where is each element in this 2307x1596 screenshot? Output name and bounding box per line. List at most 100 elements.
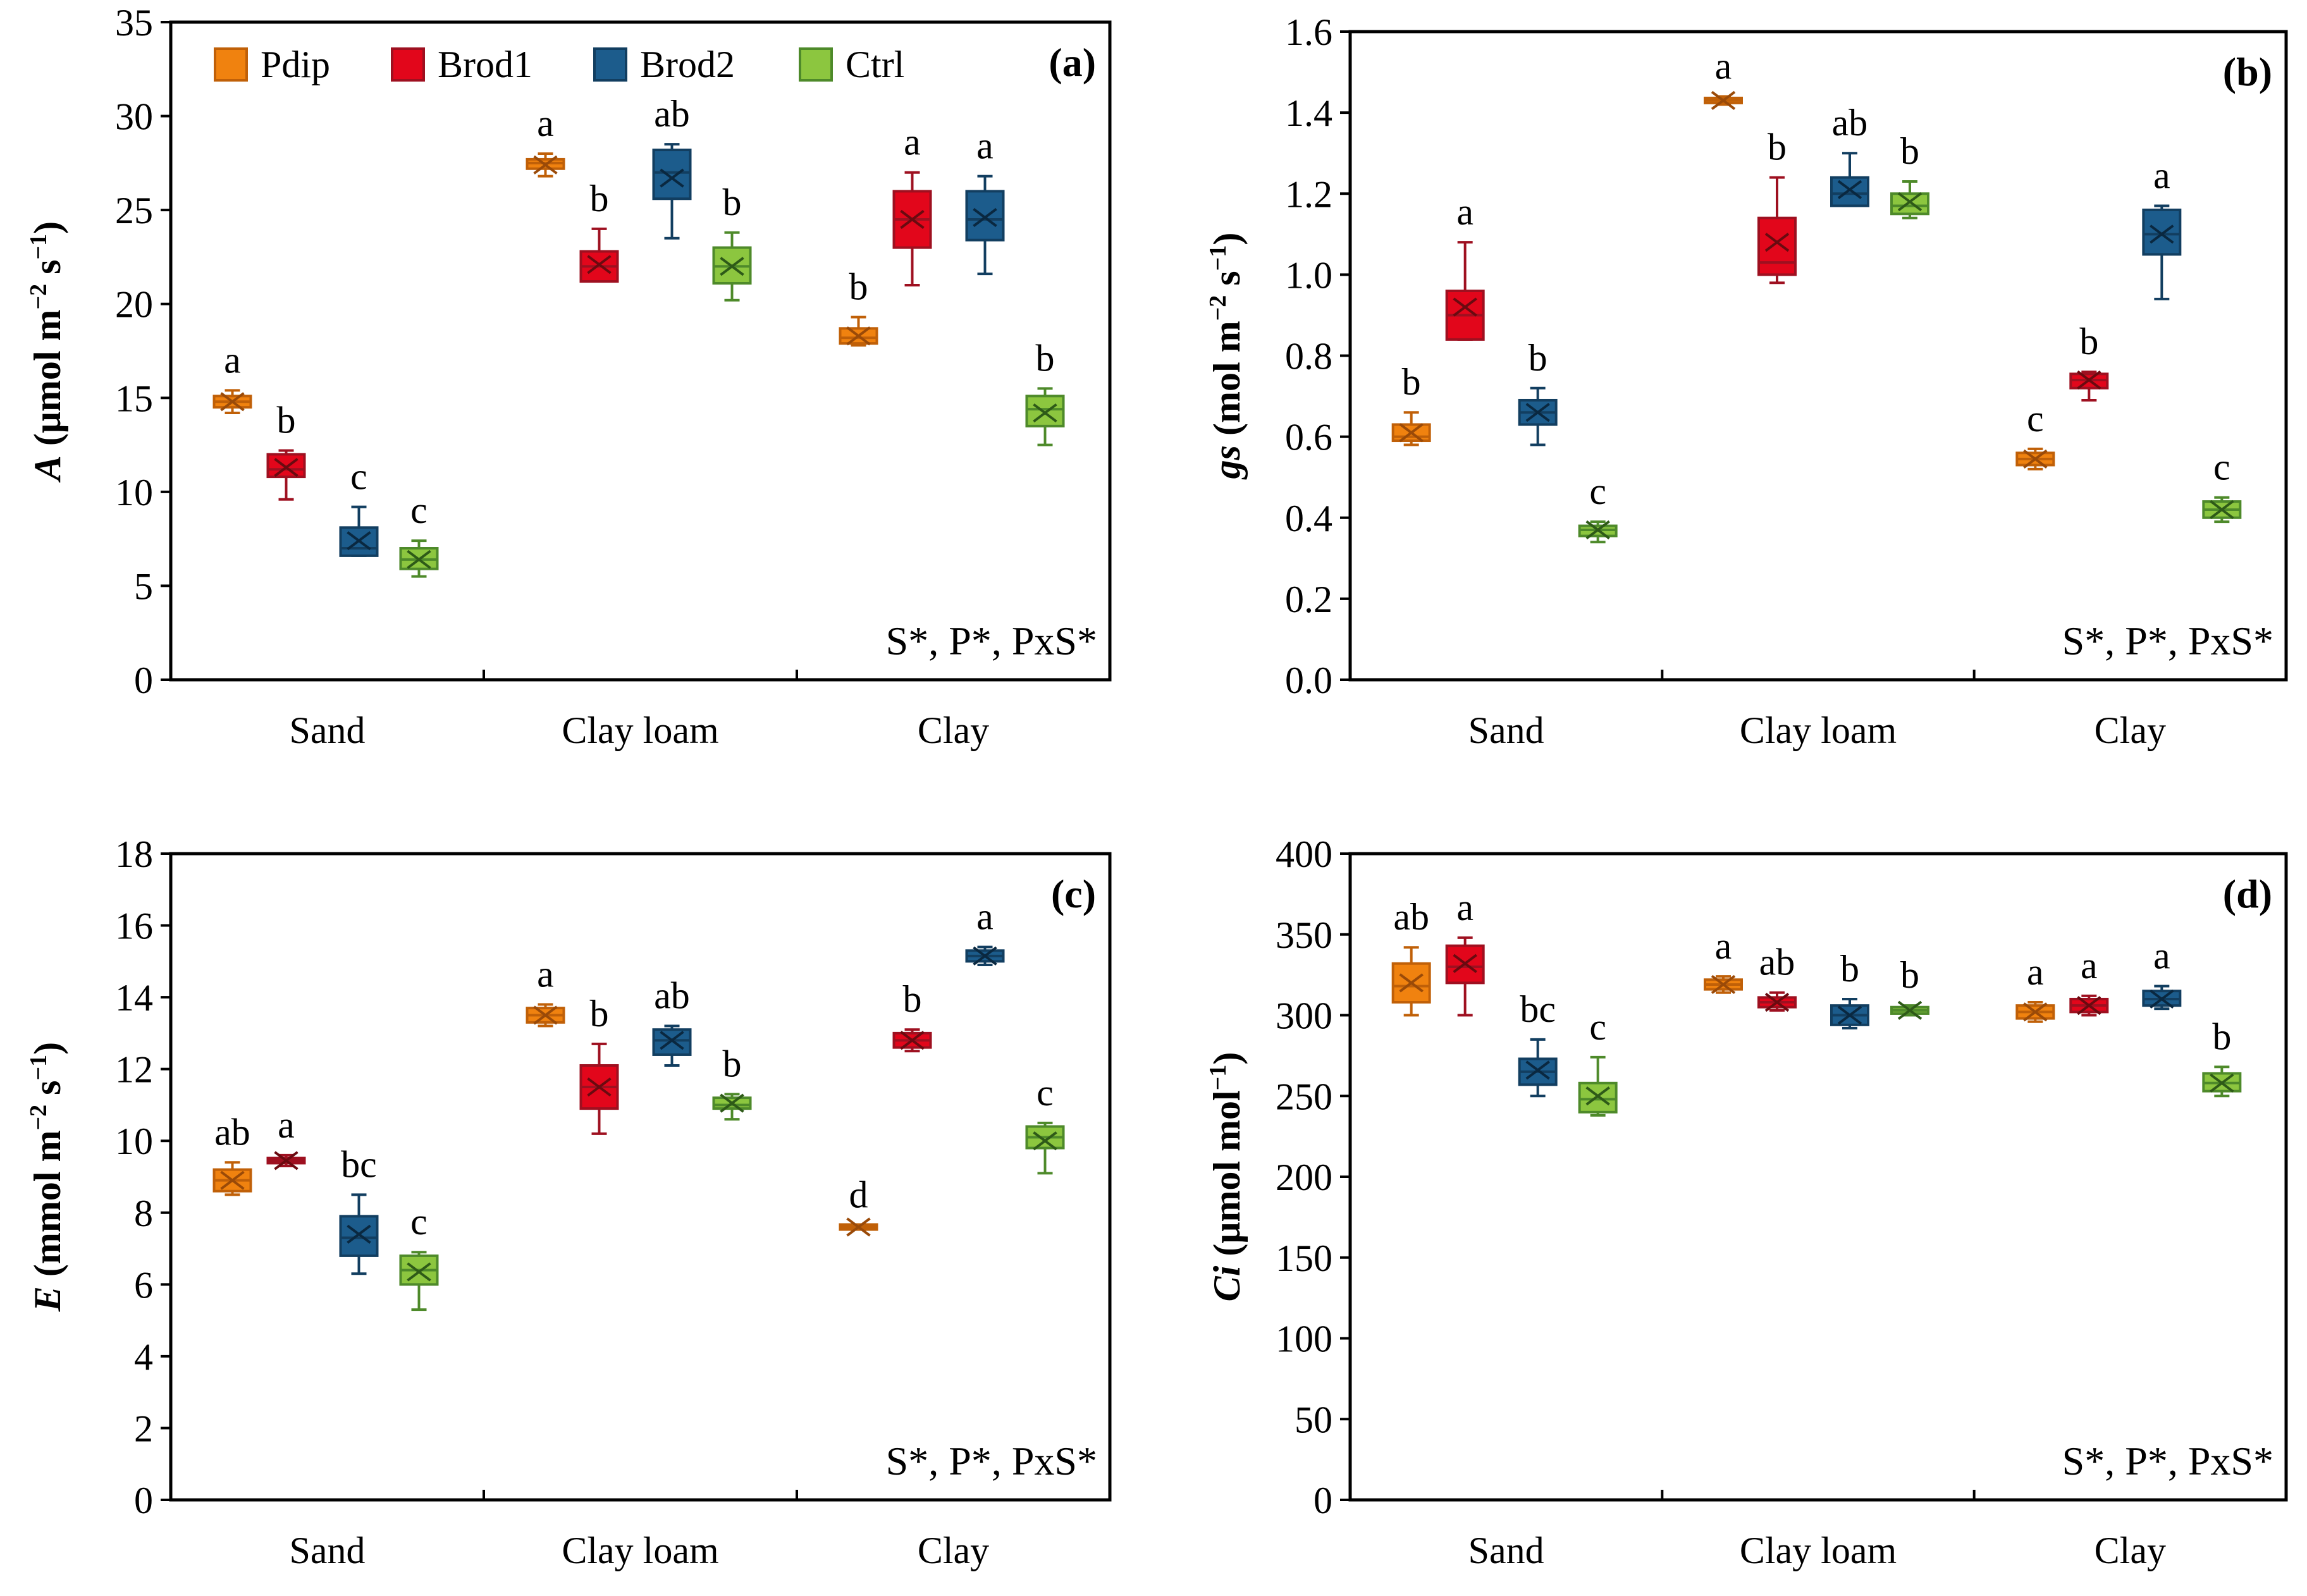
mean-marker [2210, 1073, 2234, 1093]
x-category-label: Clay [918, 1530, 989, 1571]
y-tick-label: 0 [1313, 1480, 1332, 1521]
significance-letter: a [1456, 887, 1473, 928]
mean-marker [1897, 1000, 1922, 1020]
box-body [2142, 208, 2182, 256]
significance-letter: c [410, 489, 428, 531]
mean-marker [2023, 1002, 2048, 1022]
mean-marker [660, 1031, 684, 1050]
box-brod1-clay: b [2069, 321, 2109, 402]
x-category-label: Clay loam [562, 709, 718, 751]
significance-letter: d [849, 1174, 868, 1216]
y-tick-label: 35 [115, 2, 153, 44]
y-axis-unit: (μmol mol [1206, 1090, 1248, 1265]
significance-letter: b [1036, 337, 1055, 379]
significance-letter: ab [1759, 942, 1795, 983]
y-tick-label: 10 [115, 472, 153, 513]
mean-marker [2077, 996, 2101, 1016]
y-tick-label: 0.4 [1285, 498, 1332, 539]
y-tick-label: 14 [115, 977, 153, 1019]
x-category-label: Clay [2095, 1530, 2166, 1571]
y-axis-unit: ) [27, 221, 68, 234]
box-brod2-clay: a [965, 125, 1005, 276]
y-tick-label: 150 [1276, 1237, 1332, 1279]
mean-marker [220, 392, 245, 412]
significance-letter: c [410, 1201, 428, 1243]
mean-marker [1525, 1060, 1550, 1080]
legend-swatch-pdip [214, 47, 248, 82]
mean-marker [900, 209, 925, 230]
significance-letter: b [2079, 321, 2098, 362]
box-brod1-sand: a [266, 1104, 306, 1170]
significance-letter: a [2081, 945, 2098, 986]
significance-letter: a [537, 102, 554, 144]
mean-marker [274, 458, 298, 477]
box-brod2-clay-loam: b [1830, 948, 1869, 1029]
box-body [1025, 395, 1065, 427]
y-axis-unit-sup: −2 [25, 284, 52, 310]
mean-marker [587, 1077, 612, 1097]
x-category-label: Clay loam [562, 1530, 718, 1571]
box-pdip-clay-loam: a [1704, 925, 1743, 995]
box-brod2-clay-loam: ab [1830, 102, 1869, 207]
box-body [1391, 962, 1431, 1004]
significance-letter: ab [214, 1111, 250, 1153]
box-brod1-clay-loam: b [579, 993, 619, 1135]
mean-marker [407, 1262, 431, 1282]
y-axis-unit: ) [27, 1042, 68, 1055]
box-ctrl-clay-loam: b [1890, 954, 1929, 1020]
box-pdip-clay: c [2015, 398, 2055, 470]
significance-letter: b [1840, 948, 1859, 990]
significance-letter: b [1900, 130, 1919, 172]
significance-letter: b [723, 1043, 742, 1084]
y-tick-label: 250 [1276, 1076, 1332, 1117]
y-tick-label: 6 [134, 1264, 153, 1306]
y-axis-unit: ) [1206, 233, 1248, 245]
box-body [339, 1215, 379, 1257]
legend-label-pdip: Pdip [261, 44, 330, 85]
box-brod1-clay: a [2069, 945, 2109, 1017]
y-axis-unit: (mmol m [27, 1131, 68, 1287]
mean-marker [2150, 989, 2174, 1009]
box-brod1-sand: b [266, 399, 306, 501]
y-tick-label: 400 [1276, 833, 1332, 875]
mean-marker [533, 155, 558, 175]
y-axis-unit: s [1206, 271, 1248, 295]
y-tick-label: 50 [1295, 1399, 1332, 1440]
y-tick-label: 25 [115, 190, 153, 231]
mean-marker [274, 1151, 298, 1170]
y-axis-title: Ci (μmol mol−1) [1205, 1052, 1248, 1302]
y-axis-unit-sup: −2 [1205, 295, 1231, 321]
y-axis-unit: (mol m [1206, 321, 1248, 445]
y-axis-symbol: gs [1206, 445, 1248, 480]
stats-annotation: S*, P*, PxS* [2062, 618, 2273, 663]
plot-frame [169, 852, 1112, 1502]
box-body [652, 149, 692, 200]
box-brod1-clay-loam: b [1757, 126, 1797, 285]
y-tick-label: 5 [134, 565, 153, 607]
y-tick-label: 0.2 [1285, 579, 1332, 620]
mean-marker [1453, 954, 1477, 973]
y-tick-label: 18 [115, 833, 153, 875]
box-brod2-clay: a [2142, 154, 2182, 300]
y-axis-title: A (μmol m−2 s−1) [25, 221, 68, 483]
significance-letter: a [2153, 154, 2170, 196]
box-brod1-clay: b [892, 978, 932, 1053]
y-tick-label: 200 [1276, 1157, 1332, 1198]
mean-marker [1585, 520, 1610, 540]
legend-label-ctrl: Ctrl [846, 44, 904, 85]
box-ctrl-sand: c [1578, 1006, 1618, 1117]
box-body [965, 190, 1005, 242]
significance-letter: b [723, 181, 742, 223]
significance-letter: a [1715, 925, 1732, 967]
box-ctrl-sand: c [399, 489, 439, 578]
mean-marker [1764, 233, 1790, 252]
y-axis-unit: (μmol m [27, 310, 68, 456]
chart-panel-2: 0.0 0.2 0.4 0.6 0.8 1.0 1.2 1.4 1.6 Sand Clay loam… [1205, 11, 2288, 751]
y-tick-label: 0 [134, 1480, 153, 1521]
significance-letter: b [1529, 337, 1547, 379]
box-ctrl-clay: c [1025, 1072, 1065, 1175]
x-category-label: Sand [290, 1530, 366, 1571]
significance-letter: b [1768, 126, 1787, 168]
y-axis-unit-sup: −1 [25, 234, 52, 260]
chart-panel-3: 0 2 4 6 8 10 12 14 16 18 Sand Clay loam Clay E (mmol … [25, 833, 1112, 1571]
